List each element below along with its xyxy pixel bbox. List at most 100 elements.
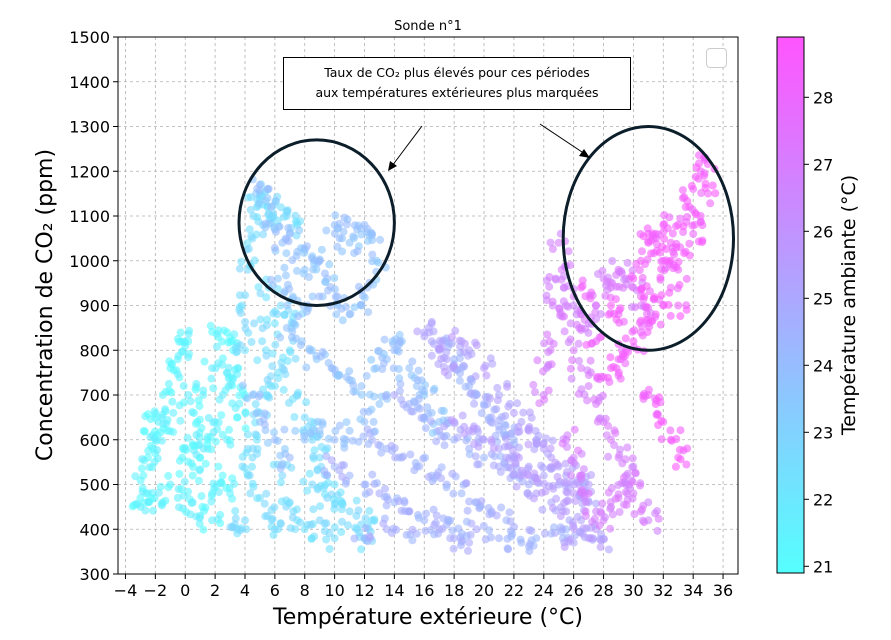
- scatter-point: [350, 234, 359, 243]
- scatter-point: [349, 387, 358, 396]
- scatter-point: [615, 450, 624, 459]
- scatter-point: [455, 354, 464, 363]
- scatter-point: [687, 181, 696, 190]
- scatter-point: [579, 465, 588, 474]
- scatter-point: [331, 211, 340, 220]
- scatter-point: [395, 330, 404, 339]
- scatter-point: [199, 386, 208, 395]
- scatter-point: [382, 501, 391, 510]
- scatter-point: [439, 407, 448, 415]
- scatter-point: [211, 437, 220, 446]
- scatter-point: [623, 469, 632, 478]
- scatter-point: [455, 376, 464, 385]
- y-tick-label: 500: [79, 476, 110, 495]
- scatter-point: [428, 477, 437, 486]
- scatter-point: [302, 363, 311, 372]
- scatter-point: [231, 514, 240, 523]
- scatter-point: [601, 513, 609, 522]
- scatter-point: [268, 281, 277, 290]
- scatter-point: [392, 346, 401, 354]
- scatter-point: [569, 521, 578, 530]
- scatter-point: [428, 429, 437, 437]
- scatter-point: [225, 436, 234, 445]
- scatter-point: [196, 465, 205, 474]
- scatter-point: [544, 386, 553, 395]
- scatter-point: [192, 450, 201, 459]
- scatter-point: [476, 503, 485, 512]
- scatter-point: [485, 526, 494, 535]
- scatter-point: [604, 545, 613, 554]
- scatter-point: [212, 342, 221, 351]
- scatter-point: [381, 392, 390, 401]
- scatter-point: [246, 489, 255, 498]
- scatter-point: [306, 520, 315, 529]
- scatter-point: [238, 462, 247, 471]
- scatter-point: [618, 459, 627, 468]
- scatter-point: [150, 407, 159, 416]
- scatter-point: [360, 293, 369, 302]
- scatter-point: [692, 163, 701, 172]
- scatter-point: [237, 257, 246, 266]
- scatter-point: [322, 535, 331, 544]
- scatter-point: [230, 520, 239, 529]
- scatter-point: [493, 383, 502, 392]
- scatter-point: [540, 529, 549, 538]
- scatter-point: [657, 291, 666, 300]
- scatter-point: [407, 407, 416, 416]
- scatter-point: [319, 483, 328, 492]
- scatter-point: [249, 482, 258, 491]
- scatter-point: [563, 488, 572, 497]
- scatter-point: [324, 434, 333, 443]
- scatter-point: [280, 263, 289, 272]
- scatter-point: [605, 378, 614, 386]
- scatter-point: [524, 425, 533, 434]
- y-tick-label: 800: [79, 341, 110, 360]
- scatter-point: [685, 251, 694, 260]
- scatter-point: [564, 247, 573, 256]
- scatter-point: [330, 274, 339, 282]
- scatter-point: [185, 350, 193, 358]
- scatter-point: [679, 222, 688, 231]
- scatter-point: [700, 171, 709, 180]
- annotation-box: Taux de CO₂ plus élevés pour ces période…: [283, 57, 631, 110]
- scatter-point: [294, 312, 303, 321]
- scatter-point: [288, 513, 297, 522]
- scatter-point: [477, 497, 486, 506]
- scatter-point: [537, 461, 545, 470]
- scatter-point: [288, 256, 297, 265]
- scatter-point: [642, 302, 651, 311]
- scatter-point: [488, 359, 497, 368]
- scatter-point: [607, 301, 615, 310]
- scatter-point: [421, 381, 430, 390]
- scatter-point: [218, 337, 227, 346]
- scatter-point: [222, 368, 231, 377]
- y-tick-label: 300: [79, 565, 110, 584]
- scatter-point: [353, 247, 362, 256]
- scatter-point: [370, 515, 379, 524]
- scatter-point: [682, 274, 691, 283]
- scatter-point: [241, 318, 250, 326]
- scatter-point: [657, 257, 666, 266]
- scatter-point: [503, 442, 512, 451]
- scatter-point: [487, 435, 496, 444]
- scatter-point: [330, 523, 339, 532]
- scatter-point: [427, 317, 436, 326]
- scatter-point: [540, 339, 549, 348]
- scatter-point: [540, 395, 549, 404]
- scatter-point: [604, 421, 612, 430]
- scatter-point: [286, 348, 295, 357]
- scatter-point: [183, 433, 192, 442]
- scatter-point: [246, 205, 255, 214]
- scatter-point: [581, 507, 590, 516]
- scatter-point: [342, 302, 350, 311]
- scatter-point: [616, 304, 625, 313]
- scatter-point: [593, 417, 602, 426]
- scatter-point: [656, 273, 665, 282]
- scatter-point: [623, 258, 632, 267]
- scatter-point: [238, 381, 247, 390]
- scatter-point: [529, 541, 538, 550]
- scatter-point: [241, 424, 250, 433]
- scatter-point: [247, 338, 256, 346]
- scatter-point: [364, 407, 373, 416]
- scatter-point: [345, 426, 354, 435]
